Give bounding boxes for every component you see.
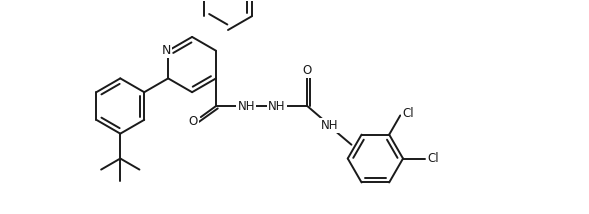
Text: O: O [303,64,312,77]
Text: N: N [161,44,171,57]
Text: O: O [188,115,197,128]
Text: Cl: Cl [427,152,439,165]
Text: Cl: Cl [402,107,414,120]
Text: NH: NH [268,100,286,113]
Text: NH: NH [238,100,255,113]
Text: NH: NH [320,119,338,132]
